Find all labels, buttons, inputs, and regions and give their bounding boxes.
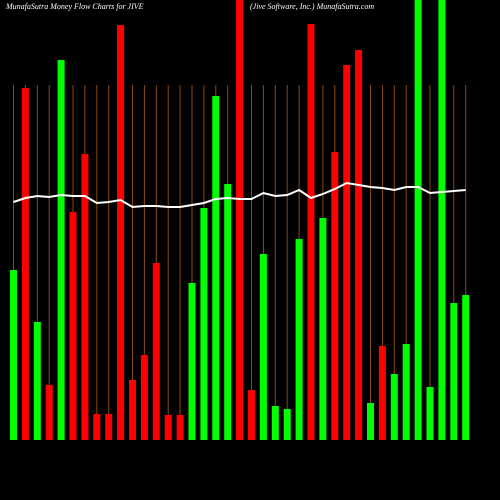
bar: [295, 239, 303, 440]
bar: [33, 322, 41, 440]
bar: [402, 344, 410, 440]
bar: [236, 0, 244, 440]
bar: [343, 65, 351, 440]
bar: [176, 415, 184, 440]
bar: [438, 0, 446, 440]
bar: [378, 346, 386, 440]
bar: [69, 212, 77, 440]
money-flow-line: [13, 181, 466, 209]
bar: [81, 154, 89, 440]
bar: [462, 295, 470, 440]
bar: [164, 415, 172, 440]
bar: [390, 374, 398, 440]
bar: [450, 303, 458, 440]
bar: [152, 263, 160, 440]
bar: [140, 355, 148, 440]
bar: [248, 390, 255, 440]
bar: [212, 96, 220, 440]
bar: [10, 270, 17, 440]
chart-title: MunafaSutra Money Flow Charts for JIVE: [5, 2, 144, 11]
bar: [426, 387, 434, 440]
bar: [93, 414, 101, 440]
bar: [200, 208, 208, 440]
bar: [117, 25, 125, 440]
bar: [57, 60, 65, 440]
bar: [319, 218, 327, 440]
bar: [188, 283, 196, 440]
bar: [259, 254, 267, 440]
bar: [367, 403, 374, 440]
bar: [307, 24, 315, 440]
bar: [45, 385, 53, 440]
bar: [414, 0, 422, 440]
bar: [105, 414, 113, 440]
bar: [129, 380, 136, 440]
bar: [283, 409, 291, 440]
chart-subtitle: (Jive Software, Inc.) MunafaSutra.com: [250, 2, 374, 11]
bar: [355, 50, 363, 440]
bar: [21, 88, 29, 440]
bar: [331, 152, 339, 440]
bar: [224, 184, 232, 440]
bar: [271, 406, 279, 440]
